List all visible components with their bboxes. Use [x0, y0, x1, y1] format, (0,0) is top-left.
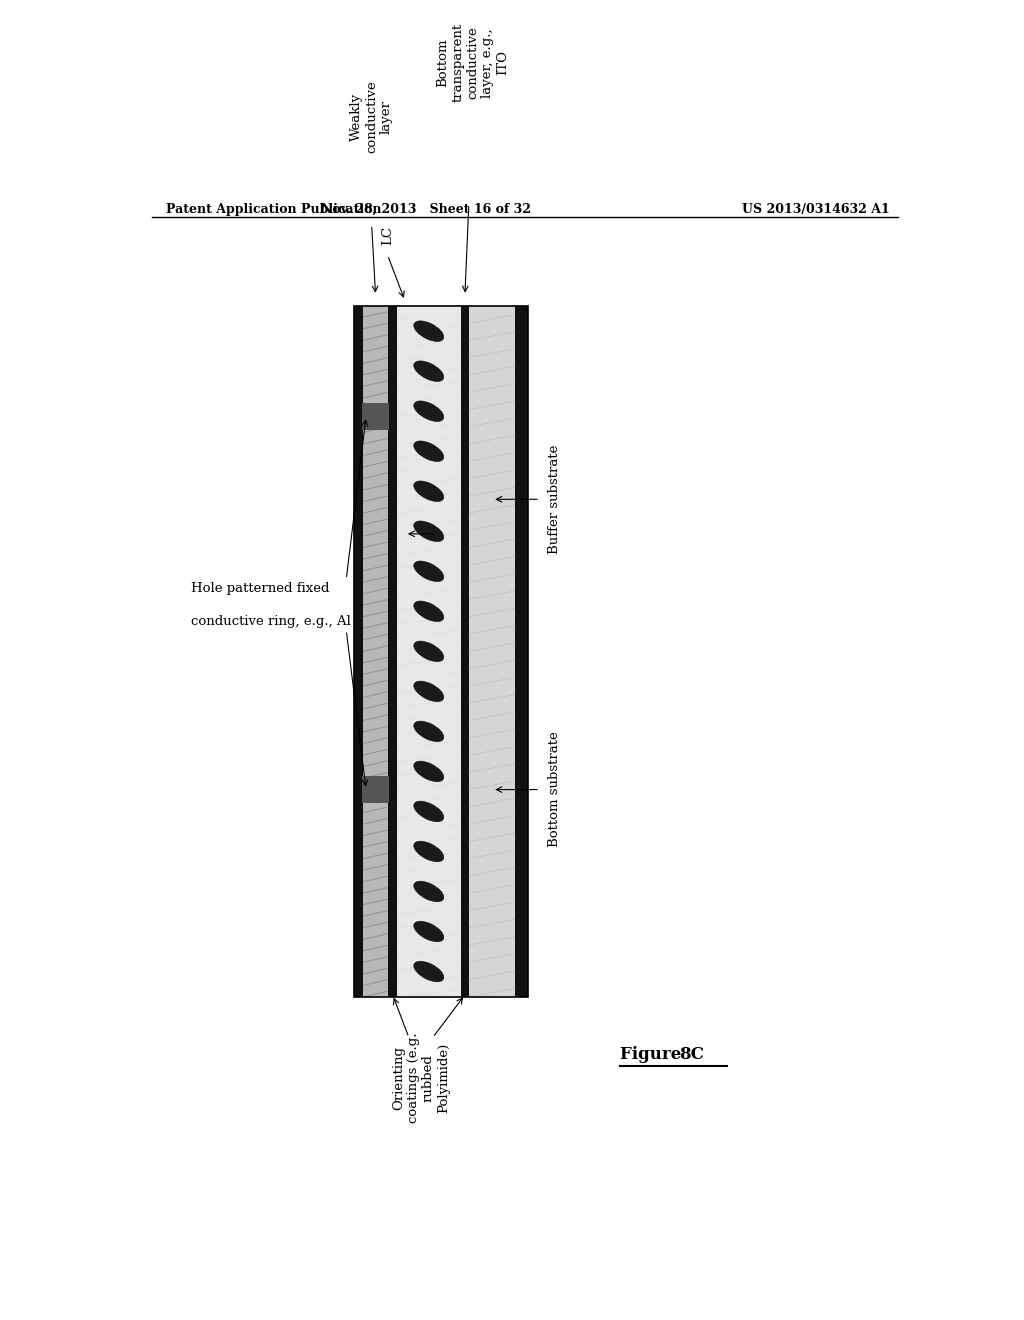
Ellipse shape [414, 401, 443, 421]
Text: 8C: 8C [680, 1045, 705, 1063]
Ellipse shape [414, 961, 443, 982]
Ellipse shape [414, 561, 443, 582]
Ellipse shape [414, 681, 443, 702]
Ellipse shape [414, 441, 443, 462]
Ellipse shape [414, 762, 443, 781]
Ellipse shape [414, 642, 443, 661]
Text: Weakly
conductive
layer: Weakly conductive layer [350, 81, 393, 153]
Ellipse shape [414, 882, 443, 902]
Bar [515, 306, 528, 997]
Text: Buffer substrate: Buffer substrate [548, 445, 561, 554]
Text: US 2013/0314632 A1: US 2013/0314632 A1 [742, 203, 890, 216]
Ellipse shape [414, 801, 443, 822]
Text: Bottom
transparent
conductive
layer, e.g.,
ITO: Bottom transparent conductive layer, e.g… [436, 24, 509, 103]
Text: conductive ring, e.g., Al: conductive ring, e.g., Al [191, 615, 351, 628]
Ellipse shape [414, 480, 443, 502]
Bar [461, 306, 469, 997]
Ellipse shape [414, 601, 443, 622]
Ellipse shape [414, 841, 443, 862]
Text: Figure: Figure [620, 1045, 687, 1063]
Text: Nov. 28, 2013   Sheet 16 of 32: Nov. 28, 2013 Sheet 16 of 32 [321, 203, 530, 216]
Bar [362, 306, 388, 997]
Text: Hole patterned fixed: Hole patterned fixed [191, 582, 330, 594]
Bar [354, 306, 362, 997]
Text: LC: LC [381, 226, 394, 244]
Ellipse shape [414, 721, 443, 742]
Bar [388, 306, 397, 997]
Bar [362, 776, 389, 804]
Ellipse shape [414, 321, 443, 342]
Ellipse shape [414, 921, 443, 942]
Text: Patent Application Publication: Patent Application Publication [166, 203, 382, 216]
Bar [354, 306, 528, 997]
Text: Bottom substrate: Bottom substrate [548, 731, 561, 847]
Bar [397, 306, 461, 997]
Bar [362, 403, 389, 430]
Text: Orienting
coatings (e.g.
rubbed
Polyimide): Orienting coatings (e.g. rubbed Polyimid… [392, 1032, 450, 1123]
Bar [469, 306, 515, 997]
Ellipse shape [414, 360, 443, 381]
Ellipse shape [414, 521, 443, 541]
